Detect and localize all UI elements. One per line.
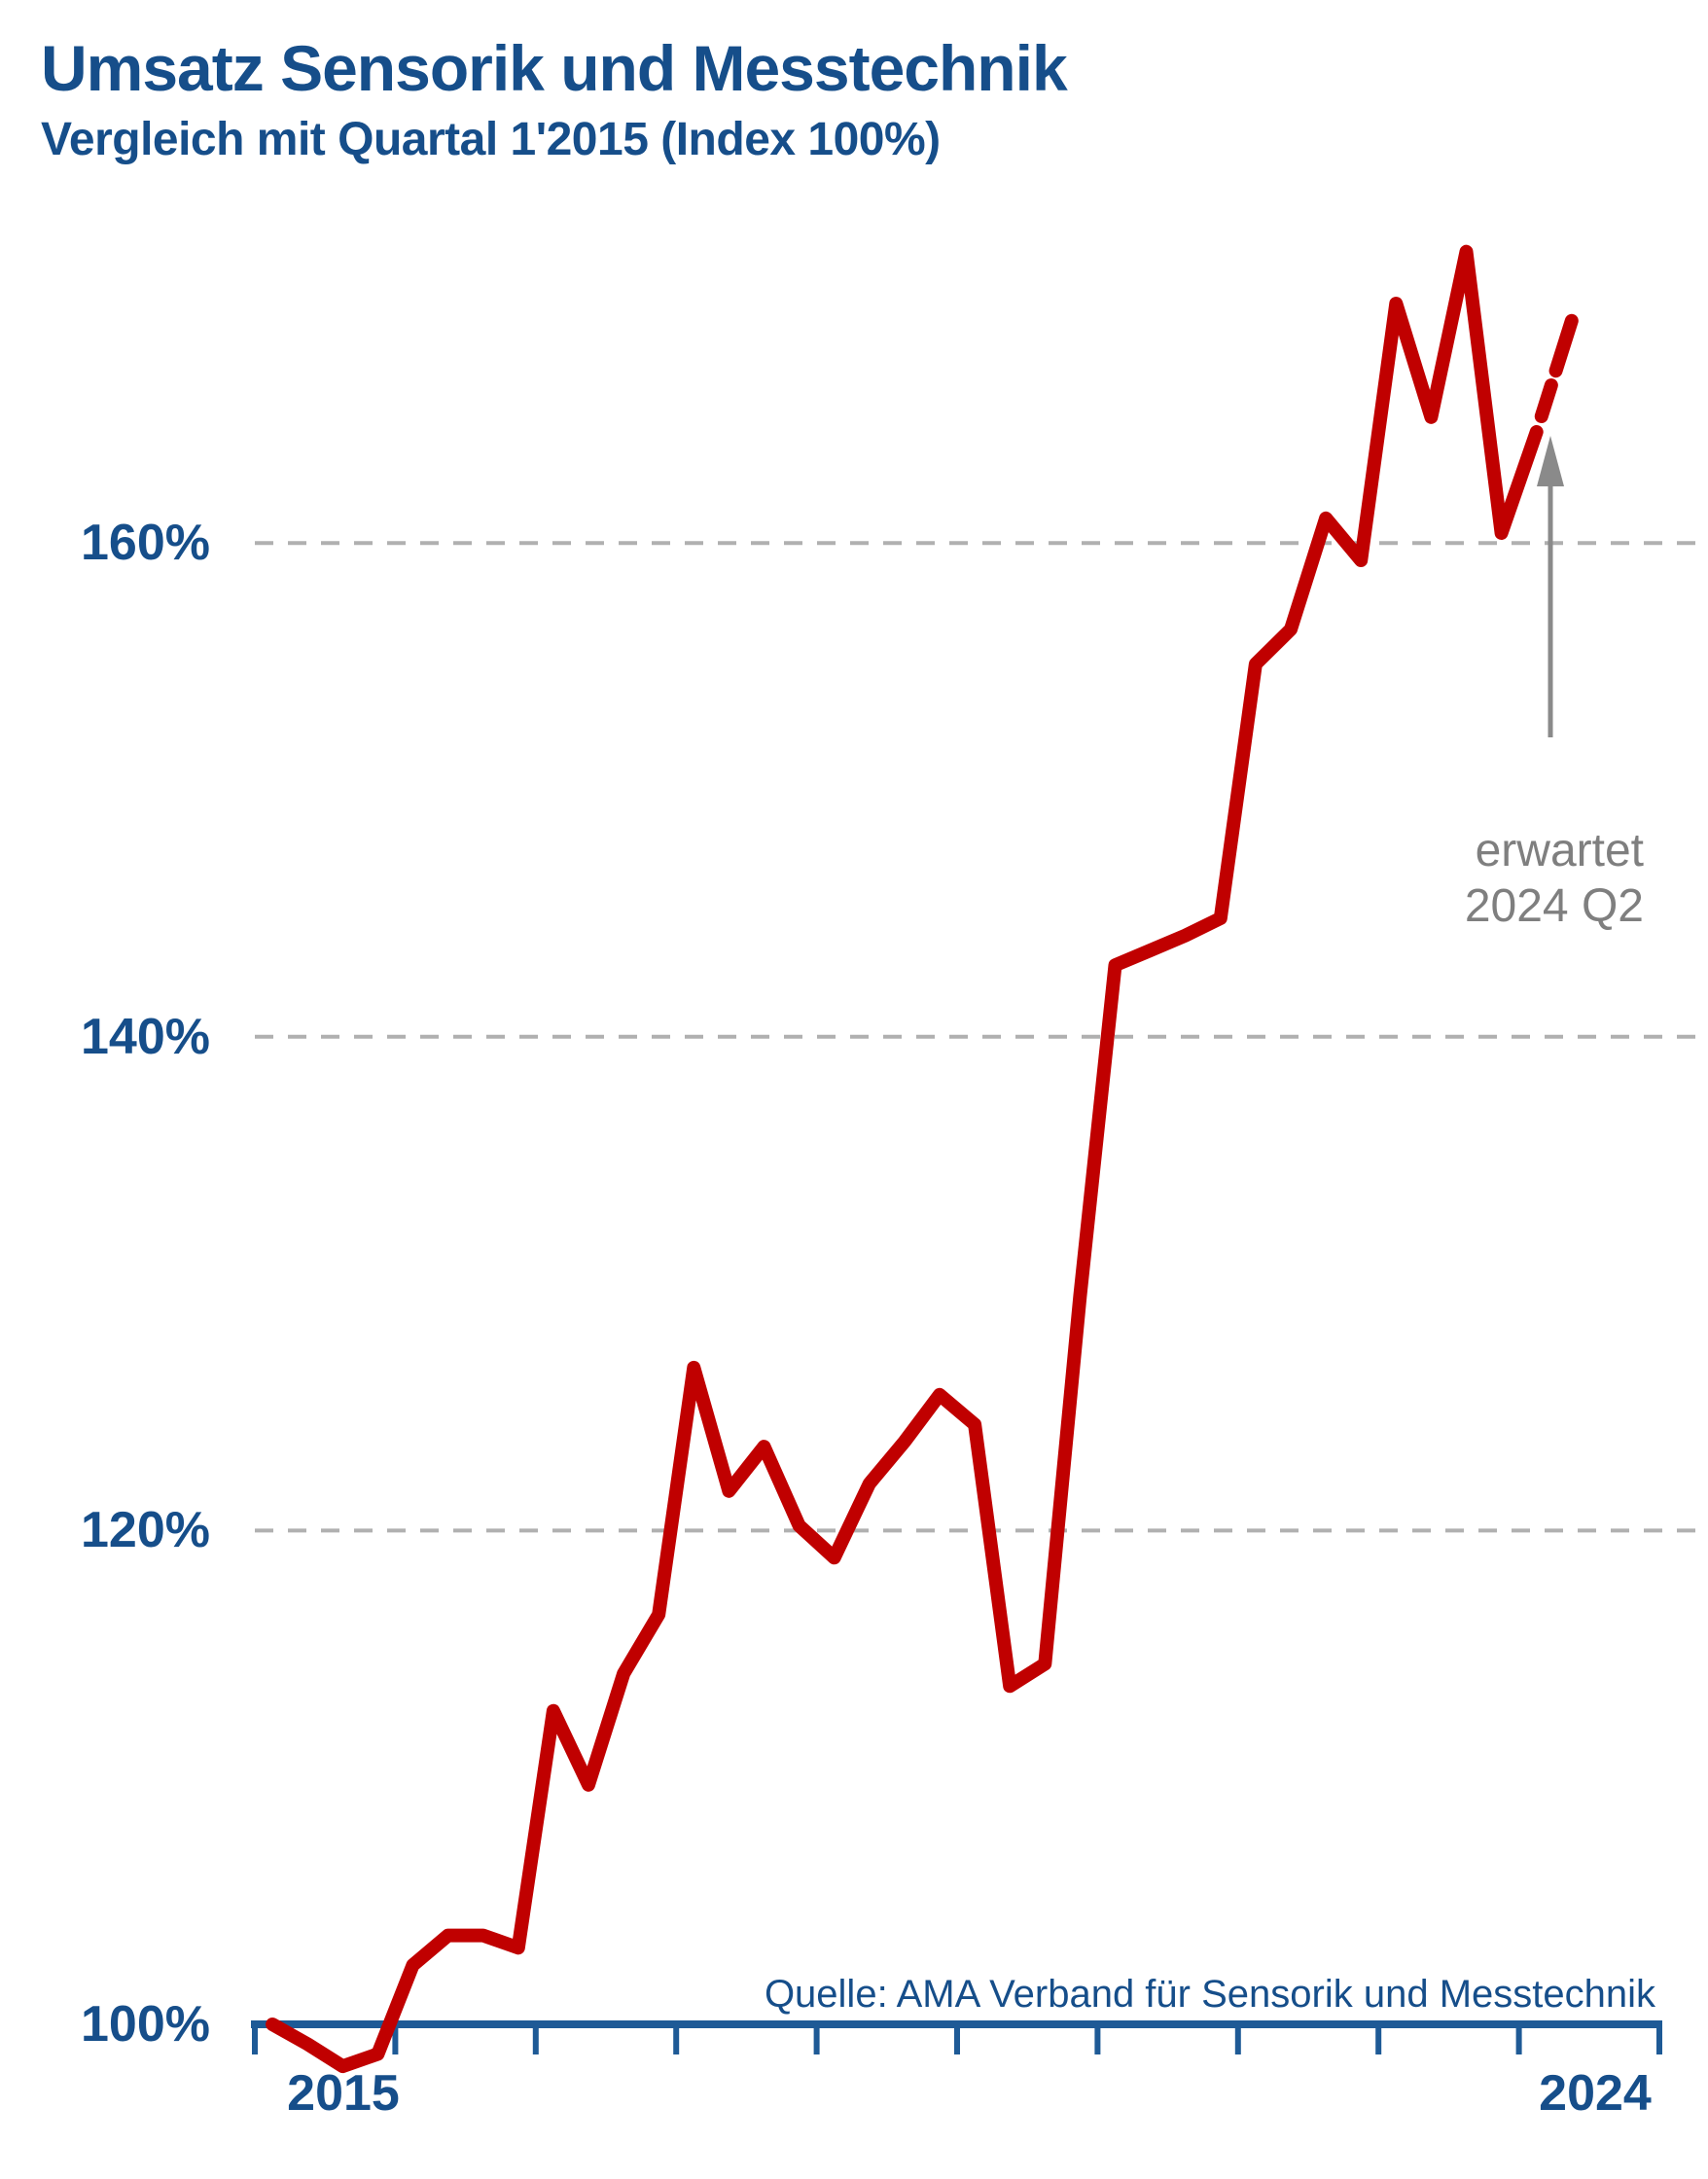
y-axis-label-100: 100%: [81, 1996, 210, 2053]
y-axis-label-160: 160%: [81, 515, 210, 572]
expected-dash-segment: [1548, 313, 1579, 378]
expected-annotation-line1: erwartet: [1475, 825, 1644, 876]
y-axis-label-120: 120%: [81, 1502, 210, 1559]
revenue-line: [266, 244, 1544, 2074]
x-axis-label-2024: 2024: [1539, 2065, 1652, 2122]
expected-annotation: erwartet 2024 Q2: [1465, 823, 1644, 934]
expected-dash-segment: [1534, 378, 1558, 424]
source-note: Quelle: AMA Verband für Sensorik und Mes…: [764, 1973, 1655, 2016]
y-axis-label-140: 140%: [81, 1008, 210, 1065]
chart-title: Umsatz Sensorik und Messtechnik: [41, 32, 1068, 104]
x-axis-label-2015: 2015: [287, 2065, 400, 2122]
trend-arrow-head: [1537, 436, 1564, 486]
expected-annotation-line2: 2024 Q2: [1464, 880, 1644, 932]
chart-subtitle: Vergleich mit Quartal 1'2015 (Index 100%…: [41, 114, 941, 165]
